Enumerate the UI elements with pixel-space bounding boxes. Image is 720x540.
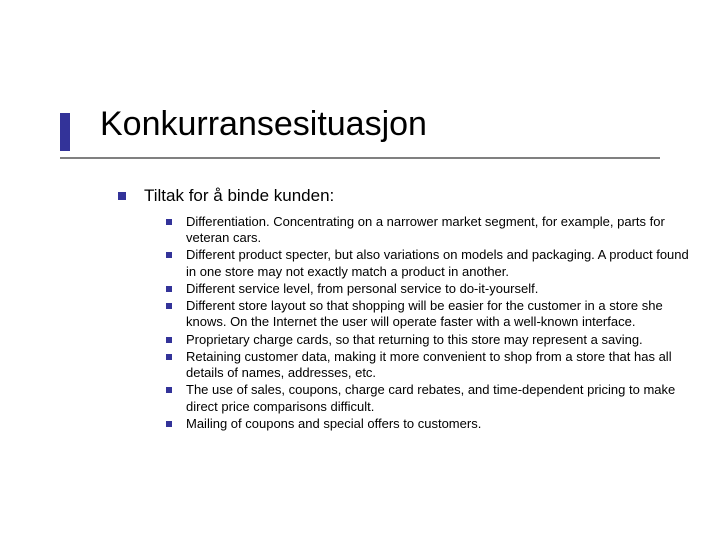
square-bullet-icon [166, 387, 172, 393]
list-item-text: Different service level, from personal s… [186, 281, 538, 296]
content-area: Tiltak for å binde kunden: Differentiati… [118, 185, 690, 442]
square-bullet-icon [118, 192, 126, 200]
title-underline [60, 157, 660, 159]
slide-title: Konkurransesituasjon [100, 105, 427, 144]
list-item: Proprietary charge cards, so that return… [166, 332, 690, 348]
square-bullet-icon [166, 303, 172, 309]
list-item: Tiltak for å binde kunden: Differentiati… [118, 185, 690, 432]
list-item-text: Tiltak for å binde kunden: [144, 186, 334, 205]
bullet-list-level2: Differentiation. Concentrating on a narr… [166, 214, 690, 432]
list-item-text: Different product specter, but also vari… [186, 247, 689, 278]
square-bullet-icon [166, 337, 172, 343]
list-item: Different store layout so that shopping … [166, 298, 690, 331]
list-item: Differentiation. Concentrating on a narr… [166, 214, 690, 247]
square-bullet-icon [166, 421, 172, 427]
list-item-text: The use of sales, coupons, charge card r… [186, 382, 675, 413]
square-bullet-icon [166, 354, 172, 360]
list-item-text: Mailing of coupons and special offers to… [186, 416, 481, 431]
list-item: Different product specter, but also vari… [166, 247, 690, 280]
title-block: Konkurransesituasjon [60, 105, 427, 144]
slide: Konkurransesituasjon Tiltak for å binde … [0, 0, 720, 540]
list-item-text: Differentiation. Concentrating on a narr… [186, 214, 665, 245]
title-accent-bar [60, 113, 70, 151]
list-item: The use of sales, coupons, charge card r… [166, 382, 690, 415]
list-item-text: Proprietary charge cards, so that return… [186, 332, 643, 347]
list-item: Different service level, from personal s… [166, 281, 690, 297]
list-item-text: Different store layout so that shopping … [186, 298, 663, 329]
square-bullet-icon [166, 252, 172, 258]
bullet-list-level1: Tiltak for å binde kunden: Differentiati… [118, 185, 690, 432]
list-item-text: Retaining customer data, making it more … [186, 349, 672, 380]
list-item: Retaining customer data, making it more … [166, 349, 690, 382]
list-item: Mailing of coupons and special offers to… [166, 416, 690, 432]
square-bullet-icon [166, 219, 172, 225]
square-bullet-icon [166, 286, 172, 292]
